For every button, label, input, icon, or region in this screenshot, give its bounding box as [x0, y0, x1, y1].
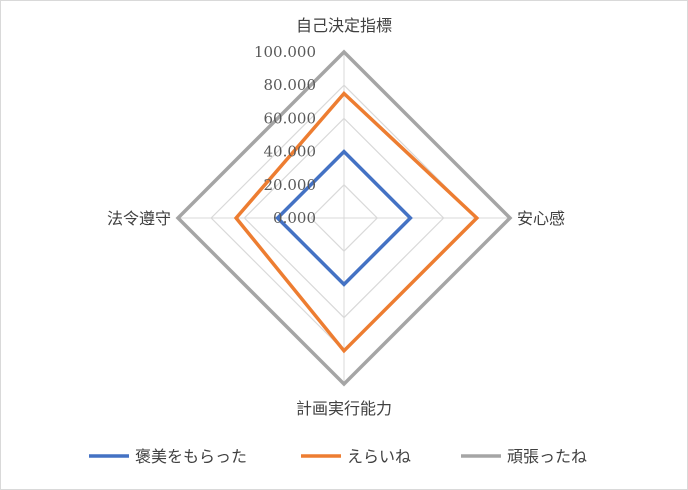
series-line-1 — [275, 149, 413, 287]
series-line-3 — [175, 49, 513, 387]
tick-label: 80.000 — [264, 76, 317, 94]
radial-tick-labels: 0.000 20.000 40.000 60.000 80.000 100.000 — [254, 43, 316, 227]
tick-label: 40.000 — [264, 143, 317, 161]
legend-label: 褒美をもらった — [135, 447, 247, 466]
radar-grid — [177, 51, 511, 385]
tick-label: 100.000 — [254, 43, 316, 61]
axis-label: 法令遵守 — [107, 209, 171, 228]
series-line-2 — [233, 90, 480, 354]
axis-label: 自己決定指標 — [296, 16, 392, 35]
axis-label: 計画実行能力 — [296, 399, 392, 418]
tick-label: 0.000 — [273, 209, 316, 227]
legend-label: 頑張ったね — [507, 447, 587, 466]
tick-label: 60.000 — [264, 109, 317, 127]
axis-label: 安心感 — [517, 209, 565, 228]
tick-label: 20.000 — [264, 176, 317, 194]
radar-series — [175, 49, 513, 387]
legend: 褒美をもらった えらいね 頑張ったね — [89, 447, 587, 466]
legend-label: えらいね — [347, 447, 411, 466]
